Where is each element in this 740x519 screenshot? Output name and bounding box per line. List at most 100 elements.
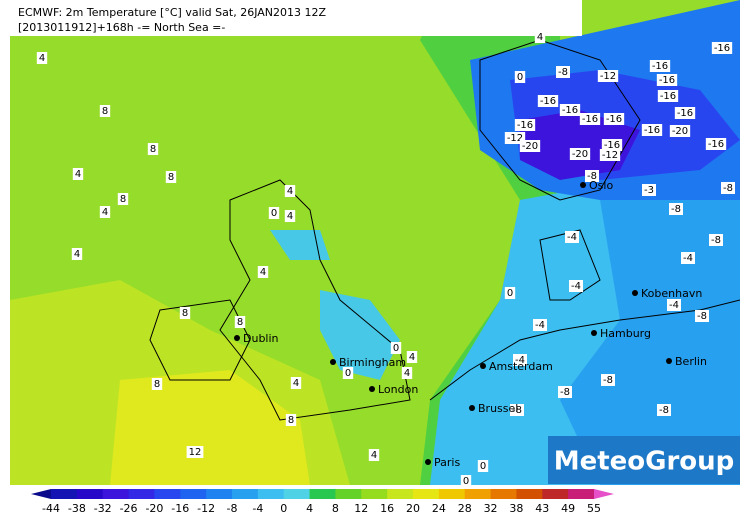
city-label: Oslo bbox=[589, 179, 613, 192]
contour-label-bg bbox=[599, 149, 621, 161]
contour-label-bg bbox=[601, 139, 623, 151]
contour-label: 8 bbox=[102, 106, 108, 117]
contour-label-bg bbox=[151, 378, 163, 390]
colorbar-segment bbox=[76, 489, 104, 499]
colorbar-segment bbox=[257, 489, 285, 499]
contour-label-bg bbox=[705, 138, 727, 150]
city-dot bbox=[480, 363, 486, 369]
city-dot bbox=[369, 386, 375, 392]
contour-label: 0 bbox=[480, 461, 486, 472]
contour-label: -16 bbox=[517, 120, 533, 131]
contour-label-bg bbox=[390, 342, 402, 354]
contour-label-bg bbox=[99, 206, 111, 218]
colorbar-arrow bbox=[31, 489, 51, 499]
contour-label-bg bbox=[597, 70, 619, 82]
city-dot bbox=[632, 290, 638, 296]
contour-label-bg bbox=[656, 74, 678, 86]
city-label: Dublin bbox=[243, 332, 279, 345]
contour-label: -4 bbox=[515, 355, 525, 366]
contour-label: -16 bbox=[606, 114, 622, 125]
contour-label-bg bbox=[657, 90, 679, 102]
contour-label: 0 bbox=[517, 72, 523, 83]
contour-label-bg bbox=[569, 148, 591, 160]
colorbar-segment bbox=[154, 489, 181, 499]
contour-label: -3 bbox=[644, 185, 654, 196]
colorbar-segment bbox=[568, 489, 595, 499]
contour-label: -16 bbox=[644, 125, 660, 136]
contour-label: -16 bbox=[540, 96, 556, 107]
city-dot bbox=[425, 459, 431, 465]
contour-label: 8 bbox=[150, 144, 156, 155]
contour-label: -16 bbox=[659, 75, 675, 86]
city-label: Brussel bbox=[478, 402, 518, 415]
contour-label-bg bbox=[117, 193, 129, 205]
colorbar-segment bbox=[283, 489, 311, 499]
contour-label-bg bbox=[257, 266, 269, 278]
colorbar-segment bbox=[490, 489, 517, 499]
colorbar-segment bbox=[464, 489, 492, 499]
city-dot bbox=[330, 359, 336, 365]
contour-label: -4 bbox=[567, 232, 577, 243]
city-label: Kobenhavn bbox=[641, 287, 702, 300]
contour-label-bg bbox=[669, 125, 691, 137]
contour-label-bg bbox=[72, 168, 84, 180]
colorbar-segment bbox=[361, 489, 388, 499]
contour-label-bg bbox=[290, 377, 302, 389]
colorbar-label: -12 bbox=[197, 502, 215, 515]
contour-label: -16 bbox=[660, 91, 676, 102]
contour-label-bg bbox=[669, 203, 683, 215]
contour-label-bg bbox=[460, 475, 472, 487]
contour-label: -16 bbox=[708, 139, 724, 150]
contour-label: 4 bbox=[371, 450, 377, 461]
contour-label: 0 bbox=[393, 343, 399, 354]
contour-label: 4 bbox=[39, 53, 45, 64]
contour-label: 4 bbox=[102, 207, 108, 218]
contour-label: 0 bbox=[463, 476, 469, 487]
logo-box bbox=[548, 436, 740, 484]
colorbar-segment bbox=[206, 489, 233, 499]
contour-label: 8 bbox=[237, 317, 243, 328]
contour-label: 8 bbox=[168, 172, 174, 183]
contour-label-bg bbox=[165, 171, 177, 183]
colorbar-label: 55 bbox=[587, 502, 601, 515]
colorbar-label: -44 bbox=[42, 502, 60, 515]
colorbar-segment bbox=[335, 489, 362, 499]
contour-label-bg bbox=[721, 182, 735, 194]
city-dot bbox=[591, 330, 597, 336]
contour-label: -4 bbox=[683, 253, 693, 264]
contour-label-bg bbox=[709, 234, 723, 246]
colorbar-label: -32 bbox=[94, 502, 112, 515]
contour-label: -4 bbox=[535, 320, 545, 331]
contour-label-bg bbox=[342, 367, 354, 379]
contour-label-bg bbox=[579, 113, 601, 125]
contour-label-bg bbox=[504, 287, 516, 299]
contour-label-bg bbox=[711, 42, 733, 54]
contour-label-bg bbox=[406, 351, 418, 363]
contour-label: -8 bbox=[558, 67, 568, 78]
contour-label-bg bbox=[533, 319, 547, 331]
colorbar-segment bbox=[128, 489, 155, 499]
contour-label: 4 bbox=[293, 378, 299, 389]
contour-label: -12 bbox=[600, 71, 616, 82]
city-label: Amsterdam bbox=[489, 360, 553, 373]
city-label: Hamburg bbox=[600, 327, 651, 340]
contour-label-bg bbox=[519, 140, 541, 152]
colorbar-segment bbox=[516, 489, 543, 499]
colorbar-label: -4 bbox=[252, 502, 263, 515]
contour-label: 8 bbox=[182, 308, 188, 319]
contour-label-bg bbox=[569, 280, 583, 292]
contour-label: -8 bbox=[560, 387, 570, 398]
colorbar-label: -16 bbox=[171, 502, 189, 515]
contour-label: -8 bbox=[659, 405, 669, 416]
contour-label: -8 bbox=[587, 171, 597, 182]
contour-label-bg bbox=[603, 113, 625, 125]
contour-label: -4 bbox=[571, 281, 581, 292]
contour-label: 12 bbox=[189, 447, 202, 458]
contour-label-bg bbox=[674, 107, 696, 119]
city-dot bbox=[469, 405, 475, 411]
contour-label: -16 bbox=[604, 140, 620, 151]
city-dot bbox=[234, 335, 240, 341]
colorbar-label: 0 bbox=[280, 502, 287, 515]
contour-label: -8 bbox=[603, 375, 613, 386]
